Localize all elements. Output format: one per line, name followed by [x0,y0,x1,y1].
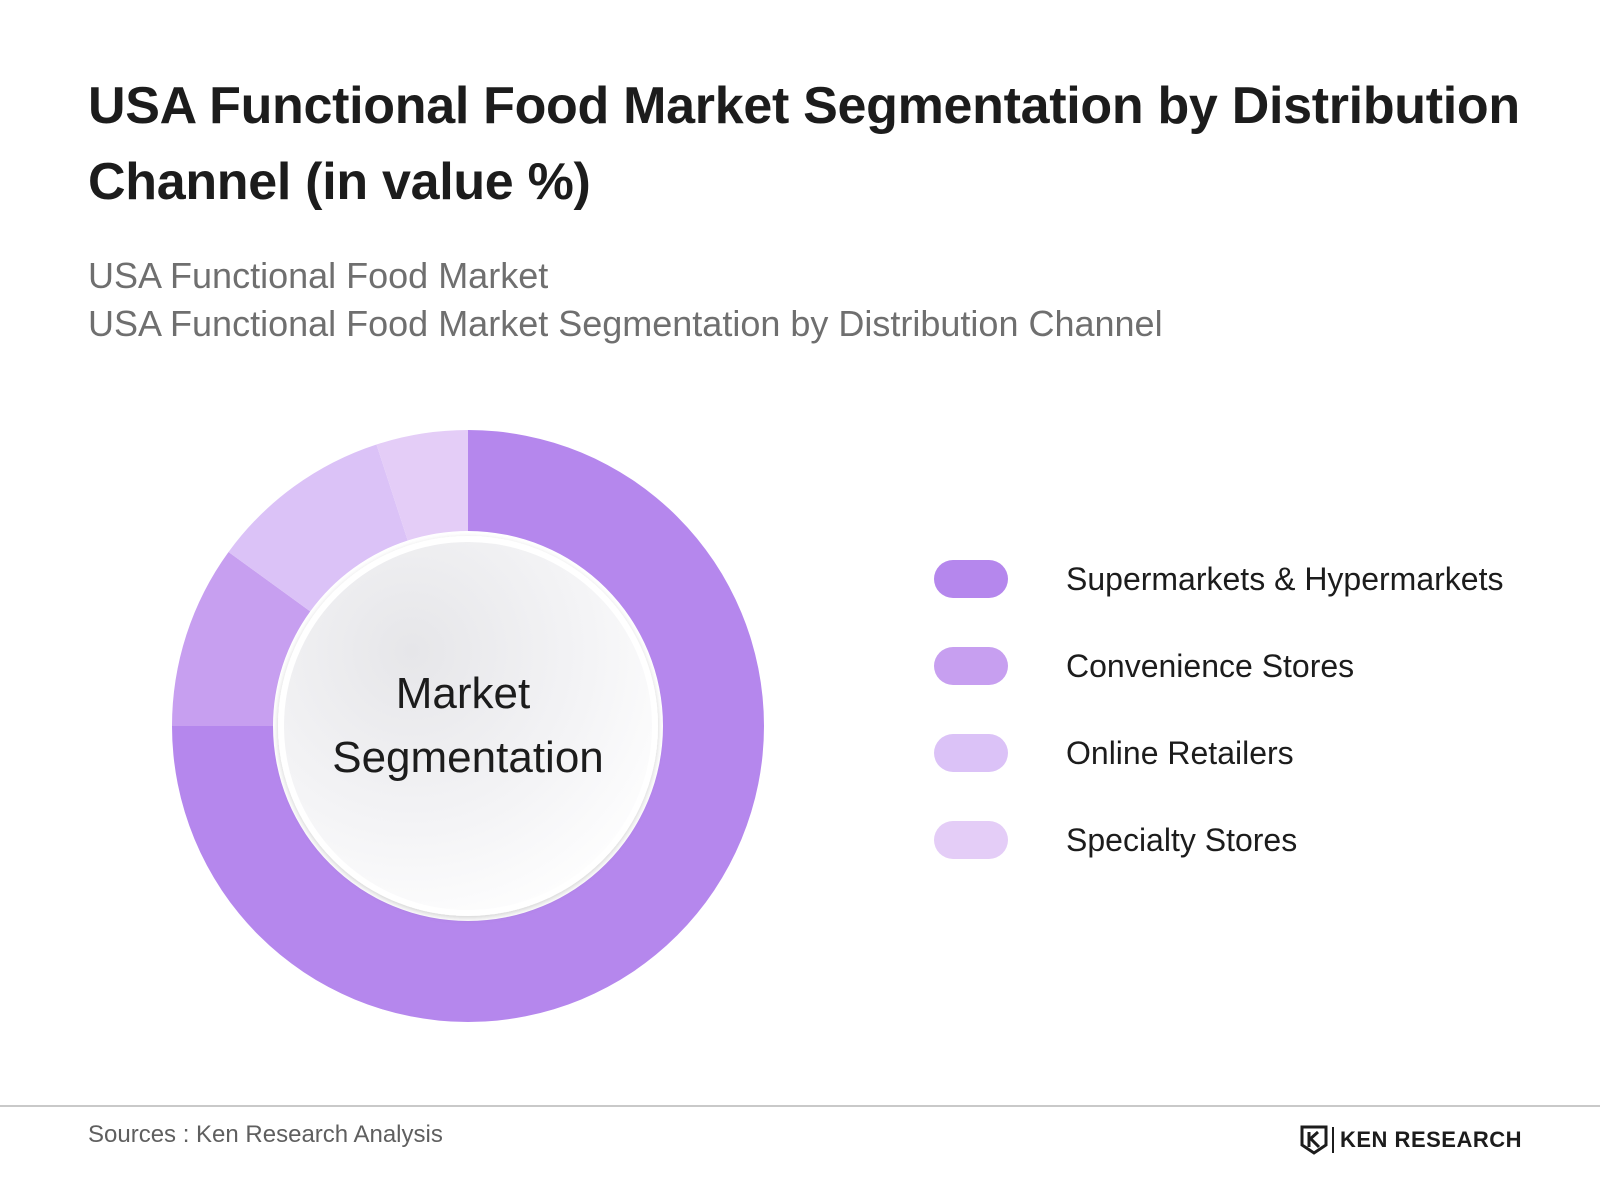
center-label-line-2: Segmentation [332,733,604,782]
donut-slice-convenience-stores [172,552,311,726]
legend-swatch [934,560,1008,598]
legend-label: Supermarkets & Hypermarkets [1066,561,1504,597]
legend-swatch [934,734,1008,772]
chart-title: USA Functional Food Market Segmentation … [88,77,1520,211]
source-note: Sources : Ken Research Analysis [88,1121,443,1148]
chart-legend: Supermarkets & Hypermarkets Convenience S… [934,556,1574,904]
brand-logo: KEN RESEARCH [1300,1123,1522,1157]
ken-research-logo-icon [1300,1125,1328,1155]
legend-item: Supermarkets & Hypermarkets [934,556,1574,643]
donut-slice-specialty-stores [376,430,468,541]
donut-slices [172,430,764,1022]
legend-label: Specialty Stores [1066,822,1298,858]
donut-center-disc [278,536,658,916]
legend-label: Convenience Stores [1066,648,1355,684]
legend-item: Convenience Stores [934,643,1574,730]
footer-divider [0,1105,1600,1107]
legend-swatch [934,647,1008,685]
legend-item: Online Retailers [934,730,1574,817]
brand-name: KEN RESEARCH [1340,1127,1523,1152]
subtitle-line-2: USA Functional Food Market Segmentation … [88,303,1163,344]
legend-swatch [934,821,1008,859]
center-label-line-1: Market [396,669,530,718]
subtitle-line-1: USA Functional Food Market [88,255,549,296]
donut-slice-online-retailers [228,444,408,612]
legend-label: Online Retailers [1066,735,1294,771]
legend-item: Specialty Stores [934,817,1574,904]
chart-subtitle: USA Functional Food Market USA Functiona… [88,252,1163,348]
donut-slice-supermarkets-hypermarkets [172,430,764,1022]
brand-separator [1332,1127,1334,1153]
